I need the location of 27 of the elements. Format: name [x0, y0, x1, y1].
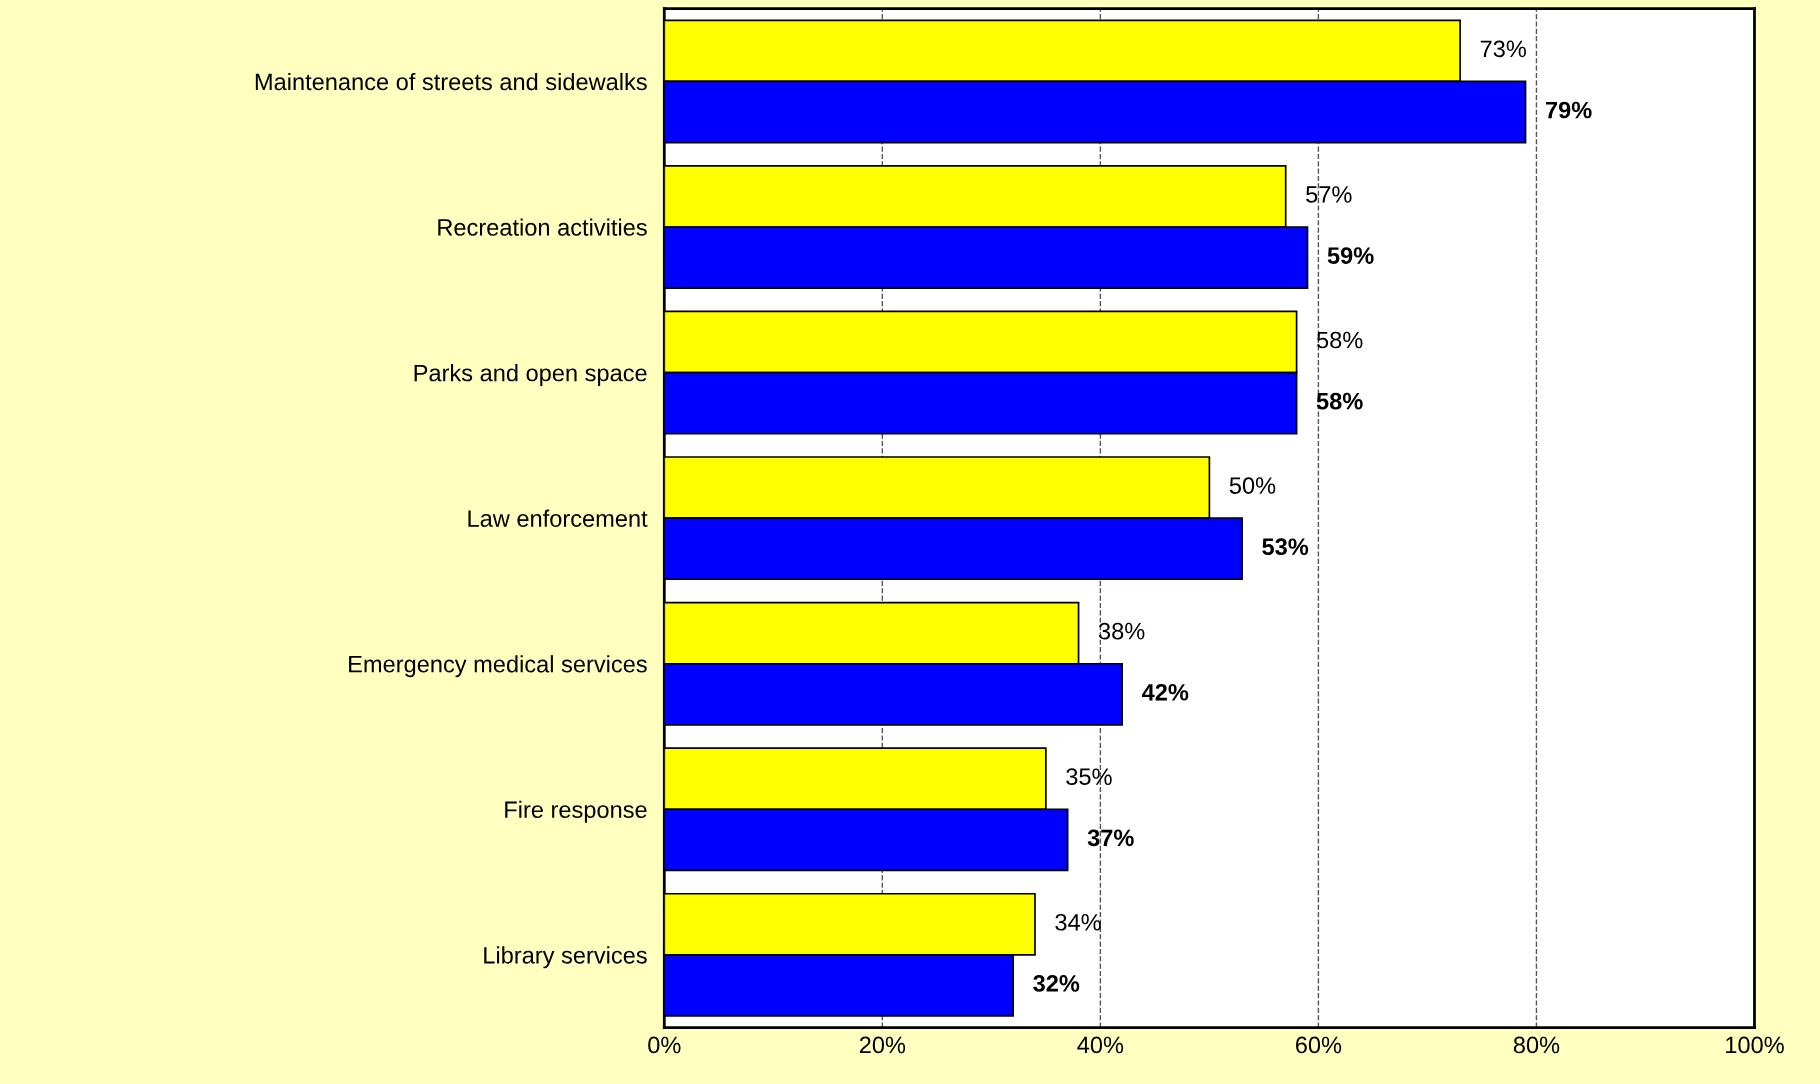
- x-tick-label: 100%: [1726, 1036, 1784, 1054]
- x-tick-label: 0%: [648, 1036, 681, 1054]
- data-label: 58%: [1316, 331, 1363, 349]
- data-label: 53%: [1262, 538, 1309, 556]
- data-label: 50%: [1229, 477, 1276, 494]
- y-tick-label: Parks and open space: [414, 364, 647, 387]
- data-label: 34%: [1055, 913, 1101, 931]
- x-tick-label: 20%: [859, 1036, 906, 1054]
- x-tick-label: 60%: [1295, 1036, 1342, 1054]
- data-label: 59%: [1327, 247, 1374, 264]
- data-label: 79%: [1546, 101, 1592, 119]
- data-label: 57%: [1306, 186, 1352, 203]
- data-label: 58%: [1316, 392, 1363, 410]
- x-tick-label: 40%: [1077, 1036, 1124, 1054]
- y-tick-label: Emergency medical services: [349, 655, 647, 678]
- data-label: 42%: [1141, 683, 1189, 701]
- data-label: 38%: [1098, 622, 1145, 640]
- y-tick-label: Law enforcement: [468, 509, 648, 527]
- data-label: 73%: [1480, 40, 1526, 58]
- data-label: 37%: [1087, 829, 1134, 847]
- y-tick-label: Library services: [484, 946, 647, 969]
- y-tick-label: Recreation activities: [438, 218, 647, 236]
- data-label: 35%: [1066, 768, 1112, 786]
- y-tick-label: Maintenance of streets and sidewalks: [255, 72, 647, 91]
- y-tick-label: Fire response: [505, 800, 647, 823]
- x-tick-label: 80%: [1513, 1036, 1560, 1054]
- data-label: 32%: [1033, 975, 1080, 992]
